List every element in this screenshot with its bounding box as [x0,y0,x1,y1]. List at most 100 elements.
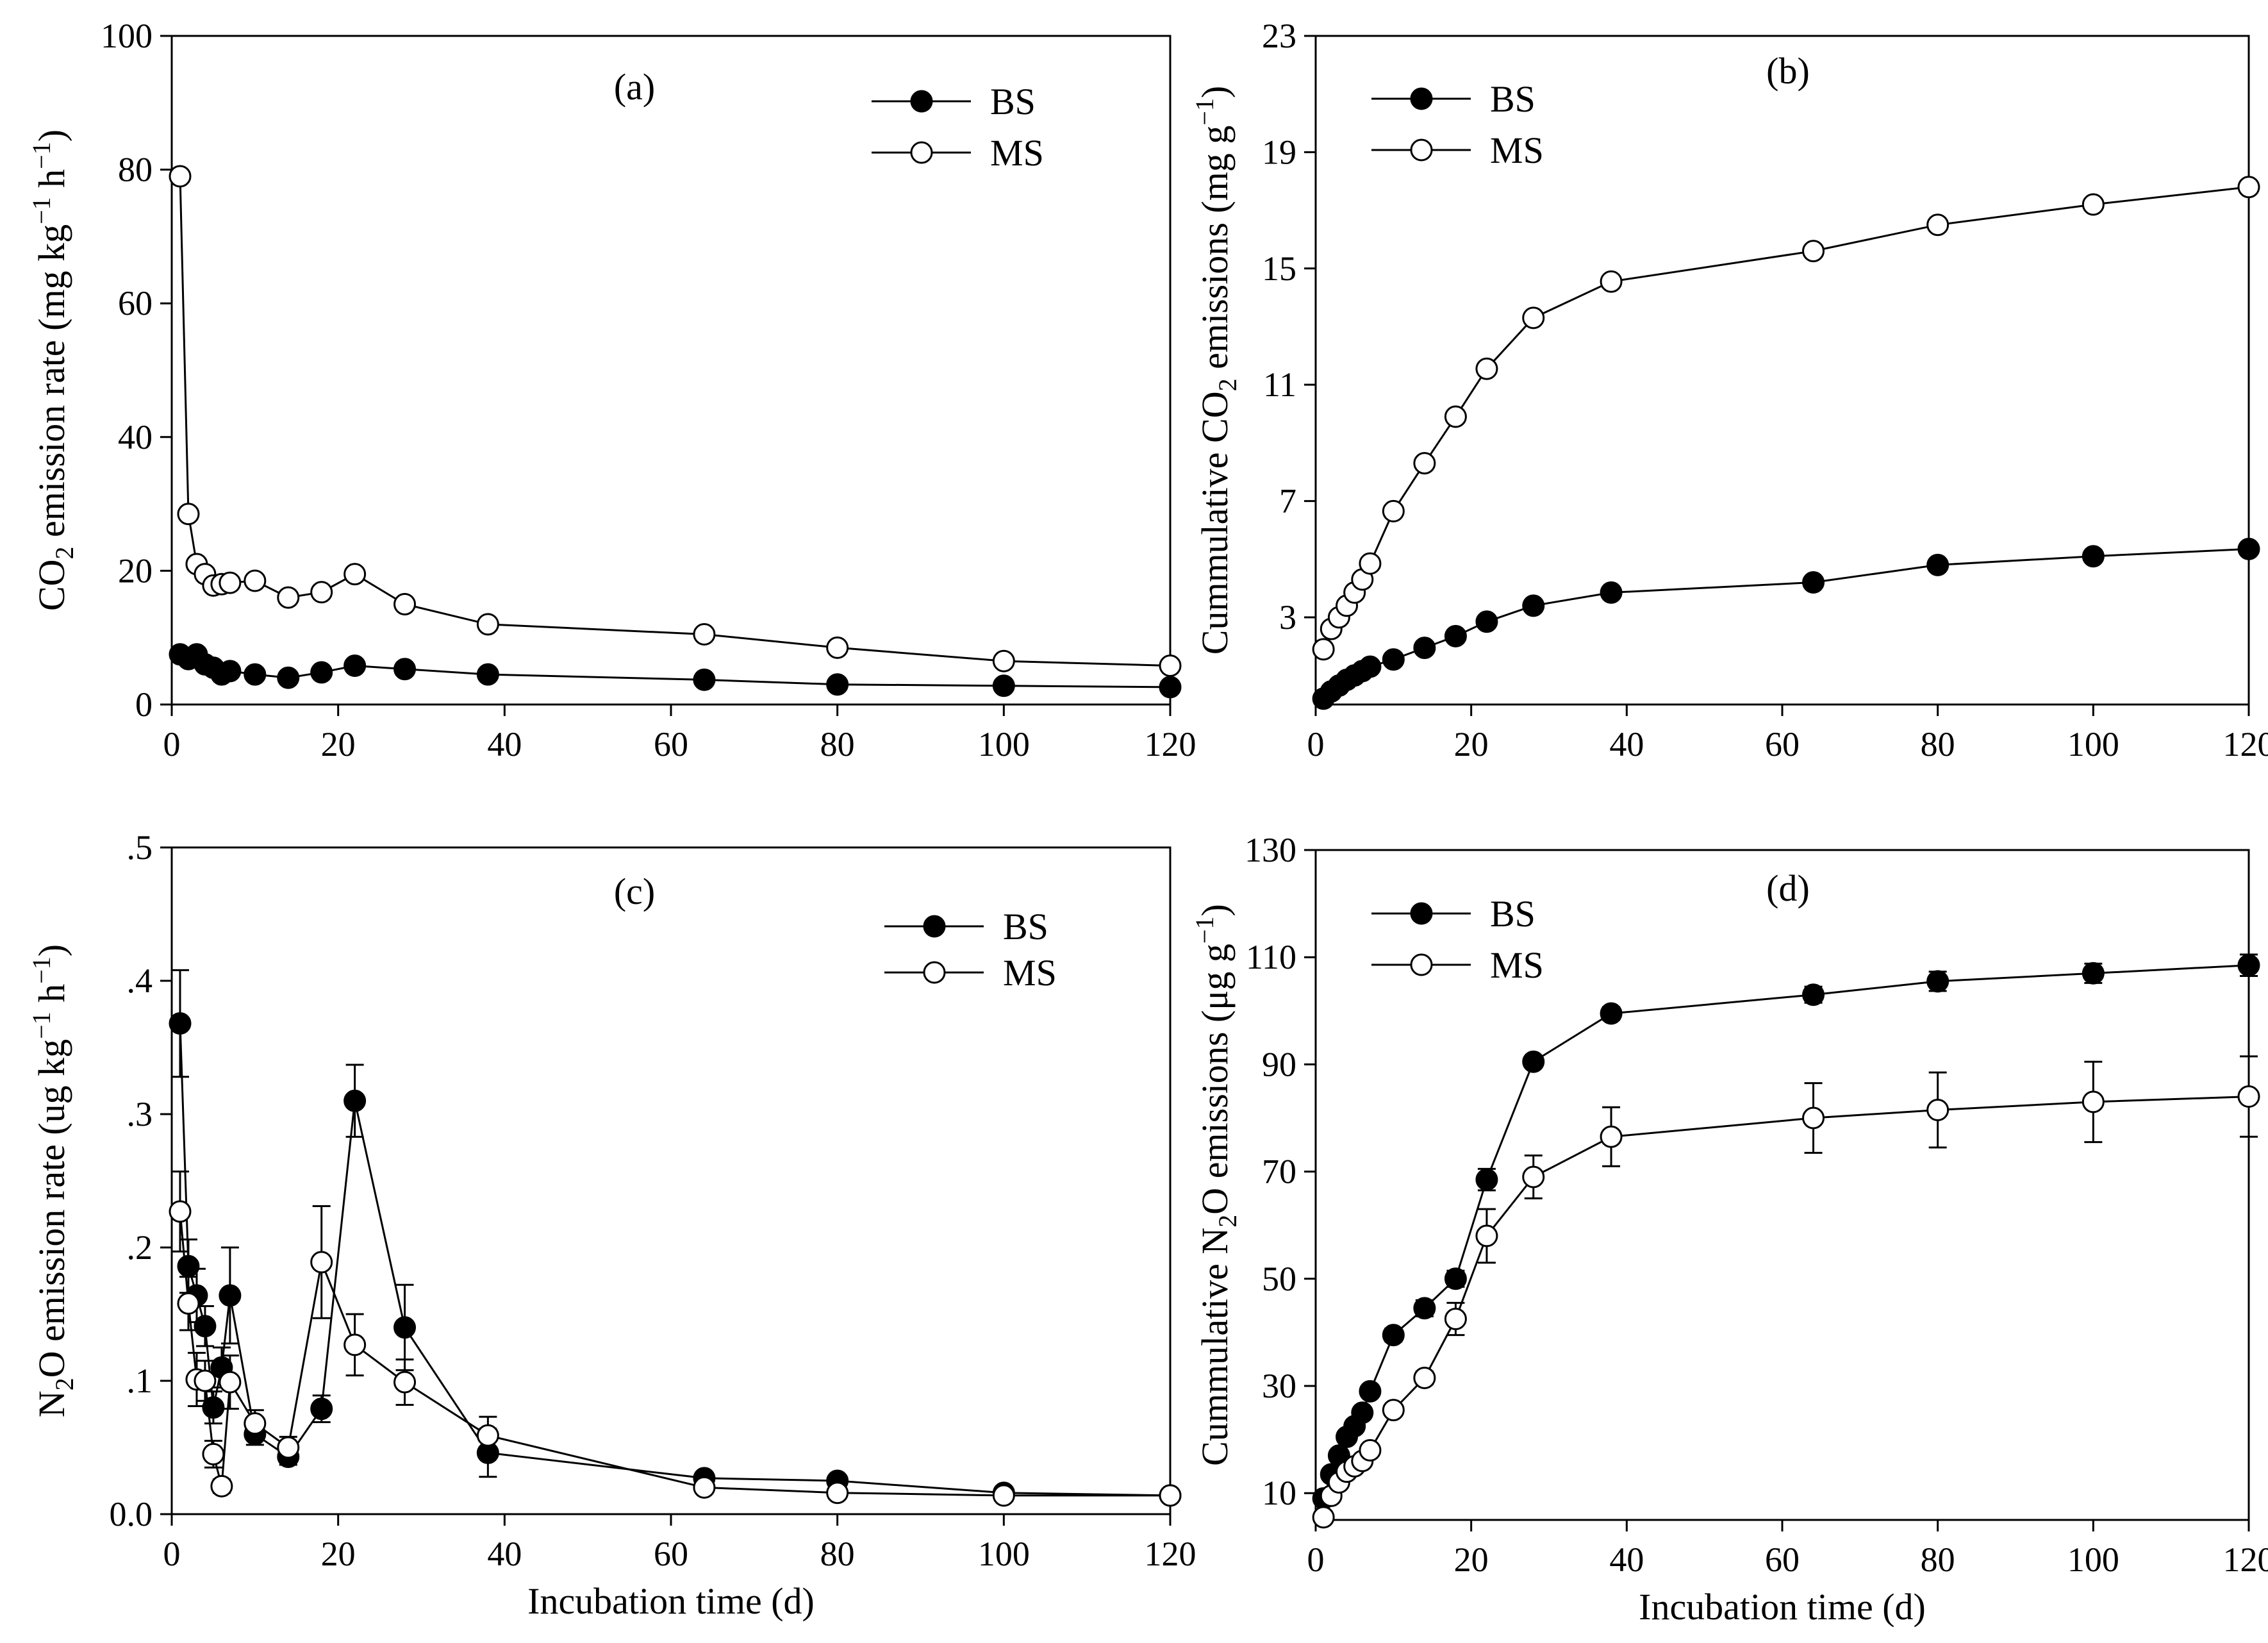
data-point-bs [1413,1297,1436,1320]
data-point-bs [1600,581,1623,604]
data-point-bs [393,1316,417,1339]
panel-label: (d) [1766,867,1810,909]
series-line [1322,964,2249,1499]
y-tick-label: .5 [127,828,153,867]
y-tick-label: .4 [127,962,153,1000]
x-tick-label: 40 [487,1535,522,1573]
y-axis-title: Cummulative N2O emissions (μg g−1) [1190,904,1242,1466]
data-point-ms [1802,240,1825,263]
data-point-ms [2082,193,2105,216]
y-tick-label: 80 [118,151,153,189]
data-point-bs [1359,1380,1382,1403]
y-tick-label: 3 [1279,598,1296,637]
data-point-bs [344,655,367,678]
data-point-ms [244,1412,267,1435]
data-point-ms [1926,213,1949,237]
legend-entry-ms: MS [872,132,1044,174]
data-point-ms [1359,552,1382,575]
data-point-ms [1312,1506,1335,1529]
data-point-bs [693,668,716,691]
data-point-ms [169,165,192,188]
data-point-ms [992,649,1015,672]
x-tick-label: 20 [321,1535,356,1573]
legend-marker [923,961,946,984]
data-point-bs [1475,610,1498,633]
legend-label: MS [1003,952,1057,994]
legend-label: BS [1490,893,1535,935]
x-tick-label: 80 [1921,1540,1955,1579]
legend-marker [1410,902,1433,925]
y-axis-title: CO2 emission rate (mg kg−1 h−1) [27,129,79,611]
y-axis-title: N2O emission rate (ug kg−1 h−1) [27,944,79,1417]
x-tick-label: 120 [2223,1540,2268,1579]
legend-marker [910,90,933,113]
x-tick-label: 0 [163,725,181,763]
y-tick-label: 100 [101,17,153,55]
x-axis-title: Incubation time (d) [527,1580,815,1622]
data-point-bs [169,1012,192,1035]
y-tick-label: .3 [127,1095,153,1133]
data-point-bs [393,658,417,681]
y-tick-label: 7 [1279,482,1296,521]
chart-panel-a: 0 20 40 60 80 100 120 0 20 40 60 80 100 BS MS (a) CO2 em… [27,17,1196,763]
y-tick-label: 110 [1246,938,1296,976]
x-tick-label: 0 [163,1535,181,1573]
data-point-ms [344,1333,367,1356]
data-point-bs [1802,983,1825,1006]
y-axis-title-part: Cummulative CO [1194,391,1236,655]
data-point-bs [1522,594,1545,617]
legend-marker [1410,138,1433,162]
x-tick-label: 100 [978,725,1030,763]
data-point-bs [1926,970,1949,993]
data-point-bs [1351,1401,1374,1424]
data-point-ms [1600,270,1623,293]
x-tick-label: 20 [321,725,356,763]
data-point-ms [1475,357,1498,380]
data-point-bs [1382,1324,1405,1347]
data-point-ms [244,569,267,592]
x-tick-label: 0 [1307,1540,1325,1579]
x-tick-label: 60 [654,1535,688,1573]
series-ms [1312,1055,2260,1529]
x-axis-title: Incubation time (d) [1639,1586,1926,1628]
legend-entry-bs: BS [872,81,1036,122]
y-tick-label: 19 [1262,133,1296,171]
x-tick-label: 40 [487,725,522,763]
data-point-ms [219,571,242,594]
data-point-bs [310,661,333,684]
legend-entry-ms: MS [1371,129,1544,171]
panel-label: (b) [1766,50,1810,92]
data-point-bs [1444,1267,1467,1290]
y-tick-label: 130 [1245,831,1296,869]
y-axis-title-part: 2 [1213,1215,1242,1228]
legend-entry-ms: MS [884,952,1057,994]
y-tick-label: 0.0 [110,1495,153,1533]
data-point-ms [277,1436,300,1459]
data-point-bs [1159,676,1182,699]
series-ms [169,1170,1182,1507]
y-axis-title-part: −1 [27,142,56,169]
legend-label: MS [1490,944,1544,986]
y-axis-title-part: N [31,1390,72,1417]
x-tick-label: 60 [1765,725,1800,763]
x-tick-label: 120 [1145,725,1196,763]
data-point-ms [344,563,367,586]
y-axis-title-part: Cummulative N [1194,1228,1236,1466]
y-tick-label: 60 [118,284,153,322]
x-tick-label: 20 [1454,725,1489,763]
x-tick-label: 40 [1609,725,1644,763]
y-axis-title-part: 2 [1213,378,1242,391]
data-point-ms [177,1292,200,1315]
y-tick-label: 20 [118,551,153,590]
y-axis-title-part: CO [31,559,72,611]
series-ms [1312,176,2260,661]
data-point-ms [476,1424,499,1447]
x-tick-label: 100 [2067,1540,2119,1579]
data-point-ms [194,1369,217,1392]
x-tick-label: 40 [1609,1540,1644,1579]
data-point-bs [310,1397,333,1421]
y-axis-title-part: ) [1194,86,1236,98]
chart-panel-b: 0 20 40 60 80 100 120 3 7 11 15 19 23 BS MS (b) Cummulat… [1190,17,2268,763]
y-tick-label: .2 [127,1228,153,1267]
